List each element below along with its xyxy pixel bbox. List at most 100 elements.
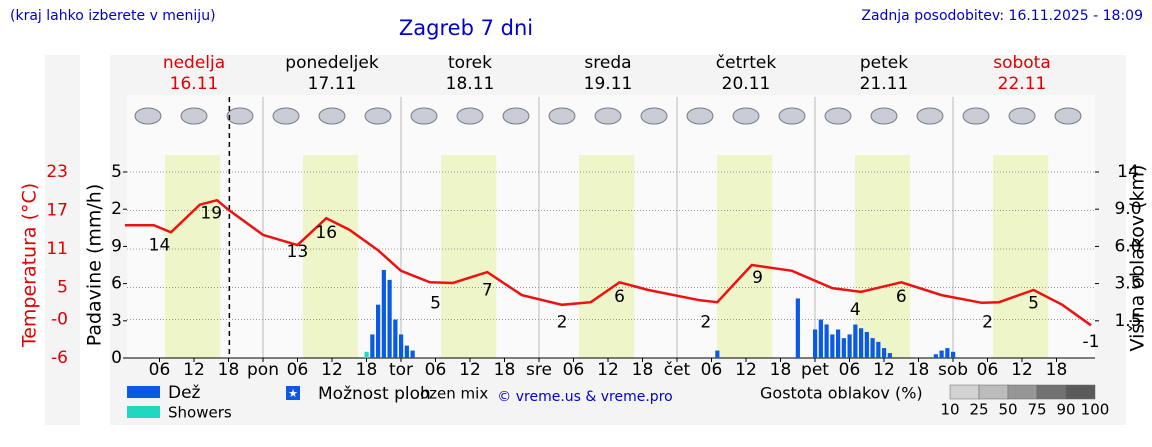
density-label: 100 [1081, 401, 1110, 419]
legend-label: Showers [168, 404, 232, 422]
temp-label: 2 [700, 313, 711, 333]
x-tick-label: pet [801, 360, 829, 380]
x-tick-label: sre [526, 360, 552, 380]
x-tick-label: čet [664, 360, 691, 380]
precip-bar [381, 269, 386, 358]
x-tick-label: 12 [735, 360, 757, 380]
temp-label: 5 [430, 293, 441, 313]
precip-tick-label: 3 [111, 311, 122, 331]
day-date: 17.11 [308, 74, 357, 94]
density-swatch [1065, 384, 1096, 400]
x-tick-label: tor [389, 360, 413, 380]
credit: © vreme.us & vreme.pro [497, 389, 672, 405]
x-tick-label: 06 [839, 360, 861, 380]
precip-bar [813, 329, 818, 358]
legend-label: ozen mix [420, 385, 488, 403]
precip-bar [939, 350, 944, 358]
precip-bar [951, 351, 956, 358]
cloud-tick-label: 3.5 [1114, 274, 1141, 294]
cloud-tick-label: 6.0 [1114, 236, 1141, 256]
precip-bar [399, 334, 404, 358]
day-name: sreda [584, 53, 631, 73]
cloud-tick-label: 14 [1117, 162, 1139, 182]
weather-icon [502, 107, 530, 125]
daylight-band [165, 155, 221, 358]
precip-bar [370, 334, 375, 358]
weather-icon [548, 107, 576, 125]
x-tick-label: 06 [563, 360, 585, 380]
day-date: 22.11 [998, 74, 1047, 94]
day-date: 19.11 [584, 74, 633, 94]
note: (kraj lahko izberete v meniju) [10, 8, 216, 24]
weather-icon [272, 107, 300, 125]
temp-label: 14 [149, 236, 171, 256]
x-tick-label: 18 [218, 360, 240, 380]
day-name: petek [860, 53, 908, 73]
x-tick-label: 12 [183, 360, 205, 380]
precip-axis-title: Padavine (mm/h) [84, 184, 106, 347]
weather-icon [824, 107, 852, 125]
precip-bar [853, 324, 858, 358]
temp-tick-label: -0 [51, 310, 68, 330]
temp-tick-label: 17 [46, 200, 68, 220]
precip-bar [404, 345, 409, 358]
precip-bar [945, 348, 950, 358]
temp-label: 2 [982, 313, 993, 333]
day-name: ponedeljek [285, 53, 379, 73]
day-date: 20.11 [722, 74, 771, 94]
precip-bar [818, 319, 823, 358]
density-label: 50 [998, 401, 1017, 419]
x-tick-label: 18 [494, 360, 516, 380]
weather-icon [1008, 107, 1036, 125]
temp-label: 7 [482, 281, 493, 301]
x-tick-label: 18 [770, 360, 792, 380]
temp-tick-label: 11 [46, 239, 68, 259]
day-name: torek [448, 53, 492, 73]
daylight-band [579, 155, 635, 358]
temp-label: 9 [752, 268, 763, 288]
weather-icon [732, 107, 760, 125]
density-label: 90 [1056, 401, 1075, 419]
x-tick-label: 06 [425, 360, 447, 380]
weather-icon [410, 107, 438, 125]
precip-bar [387, 279, 392, 358]
x-tick-label: 12 [597, 360, 619, 380]
precip-bar [410, 350, 415, 358]
weather-icon [456, 107, 484, 125]
weather-icon [318, 107, 346, 125]
day-name: nedelja [163, 53, 225, 73]
precip-bar [715, 350, 720, 358]
cloud-axis-title: Višina oblakov (km) [1127, 165, 1149, 352]
weather-icon [916, 107, 944, 125]
daylight-band [855, 155, 911, 358]
density-label: 25 [969, 401, 988, 419]
precip-bar [830, 334, 835, 358]
precip-bar [836, 329, 841, 358]
temp-label: -1 [1083, 332, 1100, 352]
precip-bar [870, 338, 875, 358]
legend-label: Možnost ploh [318, 384, 431, 404]
density-swatch [1036, 384, 1067, 400]
x-tick-label: 18 [908, 360, 930, 380]
x-tick-label: 06 [287, 360, 309, 380]
precip-tick-label: 0 [111, 348, 122, 368]
day-name: sobota [993, 53, 1051, 73]
temp-tick-label: -6 [51, 348, 68, 368]
precip-bar [376, 304, 381, 358]
precip-bar [864, 331, 869, 358]
daylight-band [303, 155, 359, 358]
cloud-tick-label: 1.5 [1114, 311, 1141, 331]
temp-label: 6 [896, 287, 907, 307]
weather-icon [870, 107, 898, 125]
temp-tick-label: 23 [46, 162, 68, 182]
temp-axis-title: Temperatura (°C) [19, 183, 41, 348]
precip-bar [876, 341, 881, 358]
cloud-tick-label: 9.0 [1114, 199, 1141, 219]
temp-label: 13 [287, 242, 309, 262]
density-swatch [949, 384, 980, 400]
day-date: 16.11 [170, 74, 219, 94]
density-label: 10 [940, 401, 959, 419]
x-tick-label: sob [938, 360, 968, 380]
precip-tick-label: 5 [111, 162, 122, 182]
precip-bar [841, 338, 846, 358]
